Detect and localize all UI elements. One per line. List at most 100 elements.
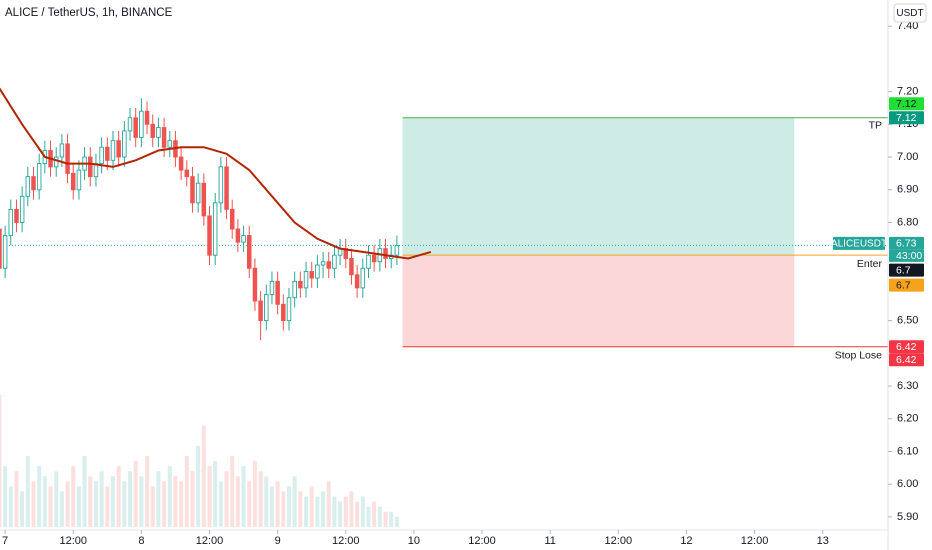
candle-body [150, 123, 155, 138]
candle-body [53, 156, 59, 168]
currency-button[interactable] [893, 3, 927, 23]
symbol-tag-bg [833, 236, 885, 250]
y-tick-label: 6.00 [897, 478, 918, 490]
volume-bar [224, 471, 229, 527]
volume-bar [252, 461, 257, 527]
x-tick-label: 12:00 [605, 535, 633, 547]
candle-body [19, 195, 25, 223]
volume-bar [14, 471, 19, 527]
volume-bar [355, 501, 360, 527]
candle-body [264, 293, 269, 322]
candle-body [36, 163, 42, 191]
x-tick-label: 12:00 [468, 535, 496, 547]
stop-label: Stop Lose [835, 350, 882, 362]
volume-bar [150, 486, 155, 527]
x-tick-label: 7 [2, 535, 8, 547]
y-tick-label: 6.50 [897, 315, 918, 327]
candle-body [252, 267, 258, 302]
volume-bar [76, 486, 81, 527]
candle-body [332, 254, 337, 269]
x-tick-label: 13 [817, 535, 829, 547]
volume-bar [128, 471, 133, 527]
y-tick-label: 7.40 [897, 20, 918, 32]
volume-bar [275, 481, 280, 527]
volume-bar [241, 466, 246, 527]
candle-body [167, 140, 173, 148]
stop-tag-bg [889, 340, 924, 354]
volume-bar [230, 455, 235, 527]
volume-bar [213, 461, 218, 527]
volume-bar [139, 476, 144, 527]
volume-bar [65, 481, 70, 527]
candle-body [309, 271, 314, 279]
entry-tag-bg [889, 263, 924, 277]
entry-label: Enter [857, 258, 883, 270]
candle-body [156, 127, 161, 138]
volume-bar [145, 455, 150, 527]
candle-body [65, 143, 70, 174]
candle-body [241, 235, 246, 243]
candle-body [133, 117, 138, 138]
volume-bar [3, 466, 8, 527]
volume-bar [54, 471, 59, 527]
volume-bar [360, 496, 365, 527]
candle-body [144, 110, 150, 125]
y-tick-label: 7.20 [897, 86, 918, 98]
volume-bar [264, 476, 269, 527]
volume-bar [196, 445, 201, 527]
y-tick-label: 7.00 [897, 151, 918, 163]
candle-body [99, 146, 104, 165]
candle-body [70, 172, 76, 191]
candle-body [59, 143, 65, 158]
candle-body [218, 166, 224, 204]
volume-bar [349, 491, 354, 527]
y-tick-label: 6.90 [897, 184, 918, 196]
candle-body [394, 244, 400, 256]
volume-bar [25, 455, 30, 527]
volume-bar [173, 476, 178, 527]
x-tick-label: 10 [408, 535, 420, 547]
volume-bar [383, 511, 388, 527]
candle-body [190, 176, 195, 204]
candle-body [235, 228, 241, 243]
candle-body [315, 264, 320, 279]
candle-body [212, 202, 218, 256]
volume-bar [315, 496, 320, 527]
volume-bar [190, 471, 195, 527]
chart-title: ALICE / TetherUS, 1h, BINANCE [5, 7, 173, 19]
volume-bar [162, 481, 167, 527]
volume-bar [156, 471, 161, 527]
y-tick-label: 6.30 [897, 380, 918, 392]
candle-body [105, 146, 110, 161]
volume-bar [269, 486, 274, 527]
volume-bar [37, 466, 42, 527]
volume-bar [207, 466, 212, 527]
volume-bar [372, 501, 377, 527]
candle-body [31, 176, 36, 191]
volume-bar [48, 486, 53, 527]
volume-bar [82, 455, 87, 527]
volume-bar [31, 481, 36, 527]
symbol-tag: ALICEUSDT [831, 239, 887, 250]
last-price-tag: 6.73 [896, 238, 917, 250]
profit-zone [402, 117, 795, 256]
candle-body [14, 208, 19, 223]
volume-bar [122, 481, 127, 527]
volume-bar [71, 466, 76, 527]
stop-tag: 6.42 [896, 354, 917, 366]
candle-body [360, 267, 366, 289]
candle-body [2, 235, 8, 269]
candle-body [292, 280, 297, 299]
candle-body [116, 140, 121, 158]
volume-bar [343, 496, 348, 527]
volume-bar [20, 491, 25, 527]
countdown: 43:00 [896, 250, 922, 262]
candle-body [258, 300, 263, 322]
stop-tag: 6.42 [896, 341, 917, 353]
volume-bar [167, 466, 172, 527]
volume-bar [338, 501, 343, 527]
candle-body [25, 176, 31, 197]
volume-bar [133, 461, 138, 527]
tp-tag: 7.12 [896, 112, 917, 124]
